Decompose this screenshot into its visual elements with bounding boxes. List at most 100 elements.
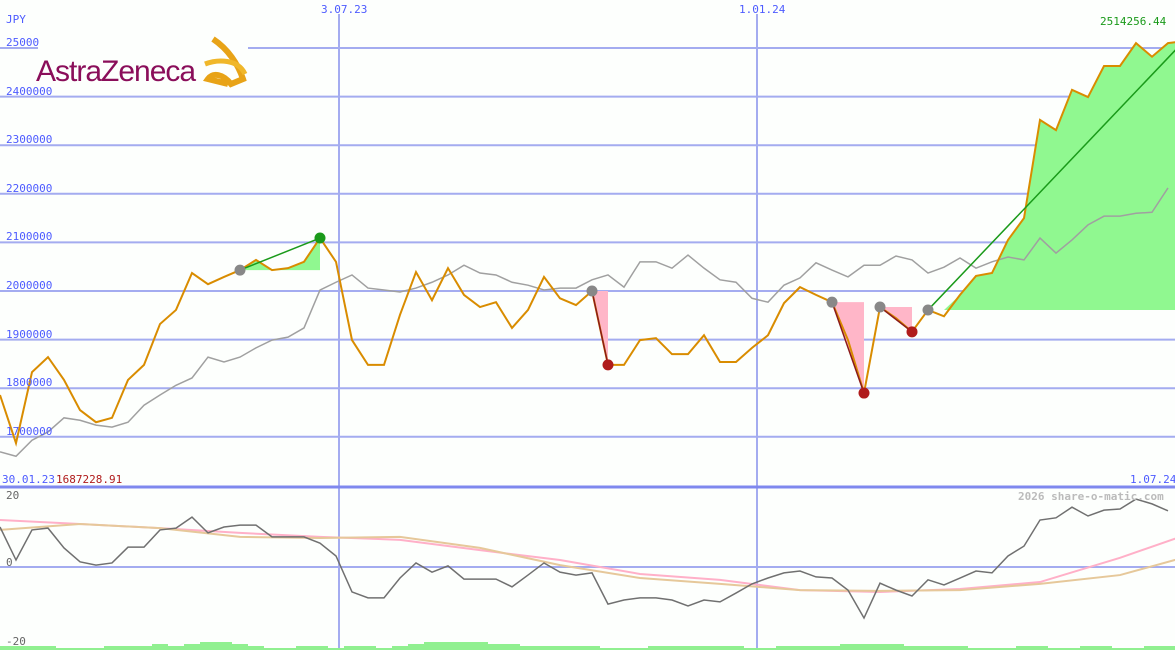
exit-marker bbox=[906, 326, 918, 338]
volume-bar bbox=[872, 644, 888, 650]
x-tick-label: 3.07.23 bbox=[321, 3, 368, 16]
volume-bar bbox=[760, 648, 776, 650]
volume-bar bbox=[824, 646, 840, 650]
volume-bar bbox=[264, 648, 280, 650]
volume-bar bbox=[488, 644, 504, 650]
volume-bar bbox=[440, 642, 456, 650]
volume-bar bbox=[1016, 646, 1032, 650]
volume-bar bbox=[728, 646, 744, 650]
volume-bar bbox=[552, 646, 568, 650]
moving-average-line bbox=[0, 187, 1169, 458]
volume-bar bbox=[424, 642, 440, 650]
volume-bar bbox=[56, 648, 72, 650]
volume-bar bbox=[712, 646, 728, 650]
volume-bar bbox=[632, 648, 648, 650]
volume-bar bbox=[984, 648, 1000, 650]
signal-line bbox=[927, 49, 1175, 311]
volume-bar bbox=[280, 648, 296, 650]
y-tick-label: 2000000 bbox=[6, 279, 53, 292]
volume-bar bbox=[24, 646, 40, 650]
volume-bar bbox=[360, 646, 376, 650]
volume-bar bbox=[792, 646, 808, 650]
volume-bar bbox=[776, 646, 792, 650]
volume-bar bbox=[904, 646, 920, 650]
signal-line bbox=[591, 290, 609, 366]
volume-bar bbox=[184, 644, 200, 650]
volume-bar bbox=[1080, 646, 1096, 650]
signal-line bbox=[831, 301, 865, 394]
signal-line bbox=[239, 237, 321, 271]
volume-bar bbox=[1144, 646, 1160, 650]
y-tick-label: 1800000 bbox=[6, 376, 53, 390]
volume-bar bbox=[968, 648, 984, 650]
volume-bar bbox=[472, 642, 488, 650]
volume-bar bbox=[664, 646, 680, 650]
volume-bar bbox=[1064, 648, 1080, 650]
oscillator-line bbox=[0, 498, 1169, 620]
volume-bar bbox=[408, 644, 424, 650]
volume-bar bbox=[216, 642, 232, 650]
exit-marker bbox=[602, 359, 614, 371]
entry-marker bbox=[922, 304, 934, 316]
volume-bar bbox=[936, 646, 952, 650]
volume-bar bbox=[1048, 648, 1064, 650]
watermark: 2026 share-o-matic.com bbox=[1018, 490, 1164, 503]
volume-bar bbox=[1032, 646, 1048, 650]
slow-signal-line bbox=[0, 523, 1175, 592]
y-tick-label: 25000 bbox=[6, 36, 40, 49]
last-value-label: 2514256.44 bbox=[1100, 15, 1167, 28]
volume-bar bbox=[376, 648, 392, 650]
exit-marker bbox=[314, 232, 326, 244]
min-value-label: 1687228.91 bbox=[56, 473, 123, 486]
volume-bar bbox=[1096, 646, 1112, 650]
volume-bar bbox=[312, 646, 328, 650]
volume-bar bbox=[744, 648, 760, 650]
volume-bar bbox=[456, 642, 472, 650]
y-tick-label: 2200000 bbox=[6, 181, 53, 195]
signal-line bbox=[879, 306, 913, 333]
exit-marker bbox=[858, 387, 870, 399]
volume-bar bbox=[920, 646, 936, 650]
volume-bar bbox=[840, 644, 856, 650]
y-tick-label: 1700000 bbox=[6, 424, 53, 438]
gain-area bbox=[928, 42, 1175, 310]
volume-bar bbox=[696, 646, 712, 650]
volume-bar bbox=[952, 646, 968, 650]
volume-bar bbox=[392, 646, 408, 650]
logo-backdrop bbox=[38, 40, 248, 95]
volume-bar bbox=[40, 646, 56, 650]
volume-bar bbox=[248, 646, 264, 650]
volume-bar bbox=[104, 646, 120, 650]
start-date-label: 30.01.23 bbox=[2, 473, 55, 486]
x-tick-label: 1.01.24 bbox=[739, 3, 786, 16]
y-tick-label: 1900000 bbox=[6, 327, 53, 341]
volume-bar bbox=[584, 646, 600, 650]
volume-bar bbox=[1160, 646, 1175, 650]
volume-bar bbox=[0, 646, 8, 650]
entry-marker bbox=[874, 301, 886, 313]
volume-bar bbox=[328, 648, 344, 650]
currency-label: JPY bbox=[6, 13, 26, 26]
volume-bar bbox=[168, 646, 184, 650]
logo-text: AstraZeneca bbox=[36, 55, 196, 88]
volume-bar bbox=[1000, 648, 1016, 650]
osc-tick-label: -20 bbox=[6, 635, 26, 648]
volume-bar bbox=[136, 646, 152, 650]
volume-bar bbox=[72, 648, 88, 650]
y-tick-label: 2100000 bbox=[6, 230, 53, 244]
volume-bar bbox=[520, 646, 536, 650]
y-tick-label: 2400000 bbox=[6, 84, 53, 98]
volume-bar bbox=[88, 648, 104, 650]
volume-bar bbox=[616, 648, 632, 650]
volume-bar bbox=[200, 642, 216, 650]
volume-bar bbox=[680, 646, 696, 650]
volume-bar bbox=[888, 644, 904, 650]
y-tick-label: 2300000 bbox=[6, 133, 53, 147]
end-date-label: 1.07.24 bbox=[1130, 473, 1175, 486]
volume-bar bbox=[344, 646, 360, 650]
osc-tick-label: 20 bbox=[6, 489, 20, 502]
volume-bar bbox=[1112, 648, 1128, 650]
entry-marker bbox=[826, 296, 838, 308]
